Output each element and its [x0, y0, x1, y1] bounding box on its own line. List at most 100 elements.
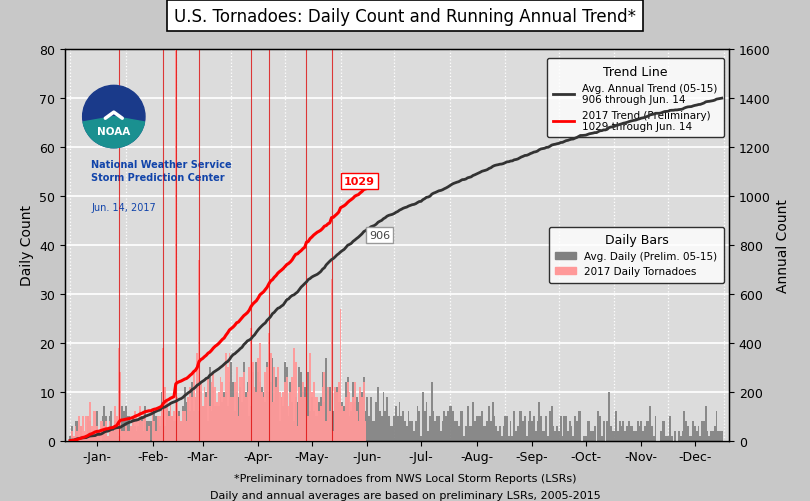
Bar [394, 416, 395, 441]
Text: *Preliminary tornadoes from NWS Local Storm Reports (LSRs): *Preliminary tornadoes from NWS Local St… [234, 473, 576, 483]
Bar [526, 436, 527, 441]
Bar [471, 426, 472, 441]
Bar [483, 426, 484, 441]
Bar [613, 431, 616, 441]
Bar [76, 431, 79, 441]
Bar [96, 426, 98, 441]
Bar [620, 426, 622, 441]
Bar [497, 431, 499, 441]
Bar [216, 407, 218, 441]
Bar [255, 363, 258, 441]
Bar [311, 397, 313, 441]
Bar [472, 402, 474, 441]
Bar [569, 421, 570, 441]
Bar [301, 397, 302, 441]
Bar [164, 426, 166, 441]
Bar [228, 382, 230, 441]
Text: 906: 906 [369, 230, 390, 240]
Bar [361, 392, 363, 441]
Bar [544, 431, 545, 441]
Bar [156, 431, 157, 441]
Bar [646, 421, 647, 441]
Bar [360, 387, 361, 441]
Bar [305, 392, 307, 441]
Bar [565, 416, 567, 441]
Bar [225, 392, 227, 441]
Bar [327, 387, 329, 441]
Bar [157, 416, 159, 441]
Bar [501, 436, 502, 441]
Bar [261, 392, 262, 441]
Bar [364, 412, 366, 441]
Bar [89, 402, 91, 441]
Bar [540, 416, 542, 441]
Bar [206, 397, 207, 441]
Bar [298, 368, 301, 441]
Bar [232, 397, 234, 441]
Bar [266, 363, 268, 441]
Bar [98, 431, 100, 441]
Bar [135, 416, 138, 441]
Bar [594, 426, 595, 441]
Bar [663, 421, 666, 441]
Bar [114, 421, 116, 441]
Bar [463, 436, 465, 441]
Bar [356, 412, 357, 441]
Bar [237, 416, 239, 441]
Bar [441, 421, 443, 441]
Bar [409, 421, 411, 441]
Bar [266, 368, 268, 441]
Bar [117, 348, 119, 441]
Bar [603, 421, 604, 441]
Bar [151, 412, 153, 441]
Bar [125, 407, 126, 441]
Bar [458, 426, 459, 441]
Bar [453, 412, 454, 441]
Bar [156, 416, 157, 441]
Bar [637, 421, 638, 441]
Bar [619, 421, 620, 441]
Bar [318, 412, 320, 441]
Bar [363, 377, 364, 441]
Bar [177, 412, 178, 441]
Bar [329, 387, 330, 441]
Bar [116, 426, 117, 441]
Bar [207, 421, 209, 441]
Bar [617, 431, 619, 441]
Bar [286, 377, 288, 441]
Bar [175, 421, 177, 441]
Bar [348, 392, 351, 441]
Bar [239, 377, 241, 441]
Bar [671, 436, 672, 441]
Bar [252, 363, 254, 441]
Bar [459, 412, 462, 441]
Bar [243, 363, 245, 441]
Bar [484, 426, 487, 441]
Bar [357, 421, 360, 441]
Bar [279, 421, 280, 441]
Bar [200, 392, 202, 441]
Bar [551, 407, 552, 441]
Bar [249, 416, 250, 441]
Bar [182, 407, 184, 441]
Bar [662, 421, 663, 441]
Bar [329, 412, 330, 441]
Bar [632, 426, 633, 441]
Bar [322, 387, 323, 441]
Bar [178, 416, 181, 441]
Bar [292, 377, 293, 441]
Bar [230, 363, 232, 441]
Bar [638, 426, 641, 441]
Bar [164, 387, 166, 441]
Bar [196, 382, 198, 441]
Bar [82, 436, 83, 441]
Bar [71, 426, 73, 441]
Bar [437, 416, 438, 441]
Bar [109, 421, 110, 441]
Bar [335, 392, 336, 441]
Bar [92, 412, 94, 441]
Bar [718, 431, 719, 441]
Bar [616, 412, 617, 441]
Bar [283, 407, 284, 441]
Bar [561, 436, 564, 441]
